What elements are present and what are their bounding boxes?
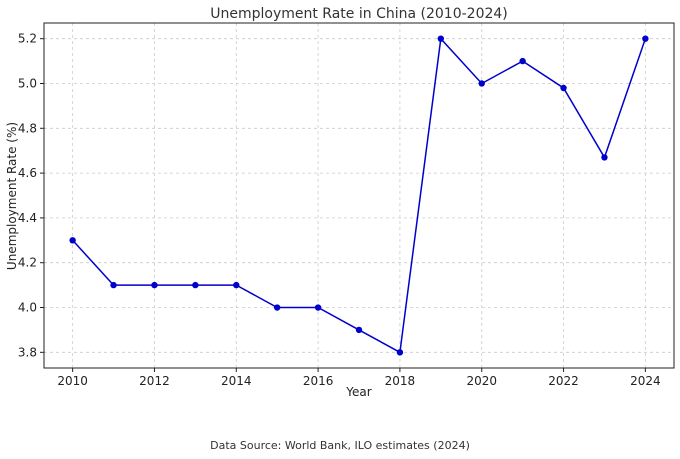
data-point (601, 154, 608, 161)
data-point (110, 281, 117, 289)
x-tick-label: 2014 (221, 374, 252, 388)
y-tick-label: 4.8 (18, 121, 37, 135)
y-tick-label: 4.0 (18, 301, 37, 315)
y-tick-label: 5.0 (18, 76, 37, 90)
x-tick-label: 2022 (548, 374, 579, 388)
source-note: Data Source: World Bank, ILO estimates (… (210, 439, 470, 452)
data-point (233, 281, 240, 289)
y-tick-label: 4.2 (18, 256, 37, 270)
grid (44, 23, 674, 368)
x-tick-label: 2016 (303, 374, 334, 388)
x-tick-label: 2010 (57, 374, 88, 388)
y-tick-label: 4.4 (18, 211, 37, 225)
y-tick-label: 5.2 (18, 32, 37, 46)
x-tick-label: 2012 (139, 374, 170, 388)
data-point (355, 326, 363, 334)
series-layer (69, 35, 649, 356)
data-point (151, 281, 158, 289)
y-tick-label: 4.6 (18, 166, 37, 180)
series-line (72, 36, 647, 354)
data-point (69, 237, 76, 244)
data-point (192, 281, 199, 289)
y-tick-label: 3.8 (18, 345, 37, 359)
chart-title: Unemployment Rate in China (2010-2024) (210, 6, 508, 22)
data-point (437, 35, 445, 42)
x-axis-ticks: 2010 2012 2014 2016 2018 2020 2022 2024 (57, 368, 661, 388)
y-axis-ticks: 3.8 4.0 4.2 4.4 4.6 4.8 5.0 5.2 (18, 32, 44, 359)
data-point (396, 349, 404, 356)
data-point (478, 80, 485, 87)
x-tick-label: 2020 (466, 374, 497, 388)
data-point (273, 304, 281, 311)
plot-frame (43, 22, 675, 369)
data-point (560, 84, 567, 92)
data-point (314, 304, 322, 311)
y-axis-title: Unemployment Rate (%) (5, 122, 19, 270)
x-tick-label: 2018 (385, 374, 416, 388)
data-point (642, 35, 649, 42)
data-point (519, 57, 526, 65)
x-axis-title: Year (345, 385, 371, 399)
x-tick-label: 2024 (630, 374, 661, 388)
